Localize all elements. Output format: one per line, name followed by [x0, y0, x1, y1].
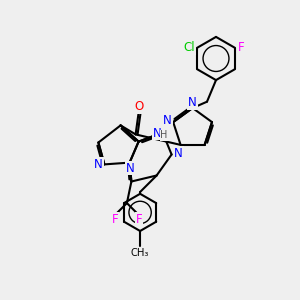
Text: F: F: [112, 213, 118, 226]
Text: N: N: [174, 146, 183, 160]
Text: N: N: [153, 127, 162, 140]
Text: H: H: [160, 130, 168, 140]
Text: N: N: [126, 161, 135, 175]
Text: F: F: [136, 213, 142, 226]
Text: Cl: Cl: [183, 40, 195, 54]
Text: N: N: [188, 96, 197, 110]
Text: O: O: [134, 100, 143, 113]
Text: CH₃: CH₃: [131, 248, 149, 258]
Text: N: N: [94, 158, 103, 171]
Text: F: F: [238, 41, 244, 54]
Text: N: N: [163, 114, 172, 127]
